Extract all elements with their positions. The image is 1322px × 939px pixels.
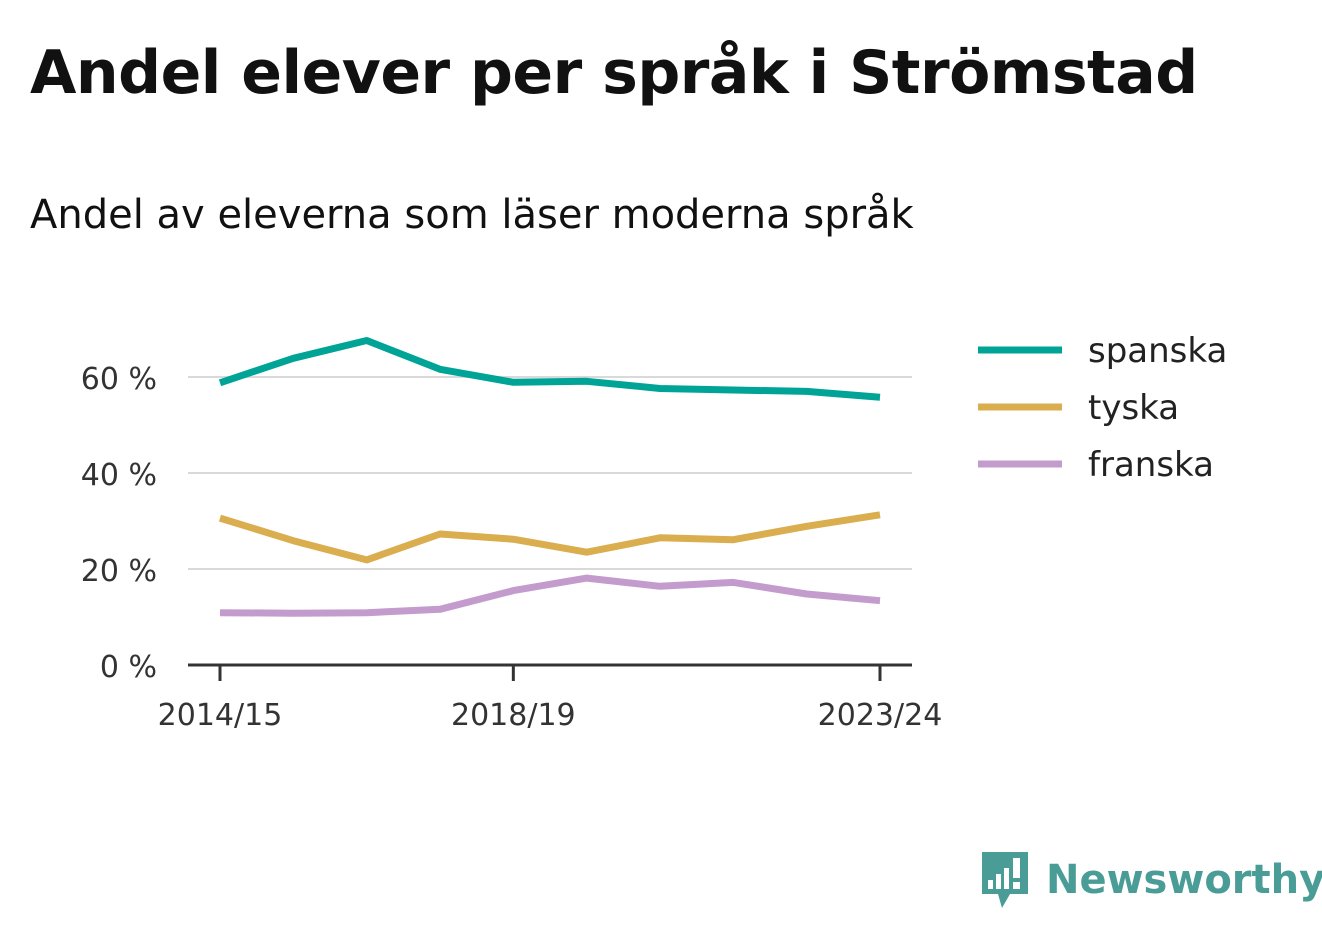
x-tick-label: 2014/15 [158, 698, 283, 733]
x-tick-label: 2018/19 [451, 698, 576, 733]
legend-label-spanska: spanska [1088, 331, 1227, 371]
newsworthy-logo-icon [982, 852, 1028, 908]
x-tick-label: 2023/24 [818, 698, 943, 733]
y-tick-label: 20 % [81, 554, 157, 589]
chart-title: Andel elever per språk i Strömstad [30, 38, 1198, 108]
y-tick-label: 0 % [100, 650, 157, 685]
y-tick-label: 40 % [81, 458, 157, 493]
series-line-tyska [218, 511, 881, 564]
y-tick-label: 60 % [81, 362, 157, 397]
legend-label-tyska: tyska [1088, 388, 1179, 428]
chart-subtitle: Andel av eleverna som läser moderna språ… [30, 192, 914, 238]
series-line-franska [219, 574, 881, 617]
series-line-spanska [218, 337, 881, 401]
brand-name: Newsworthy [1046, 857, 1322, 903]
brand-logo: Newsworthy [980, 850, 1322, 910]
legend-label-franska: franska [1088, 445, 1214, 485]
